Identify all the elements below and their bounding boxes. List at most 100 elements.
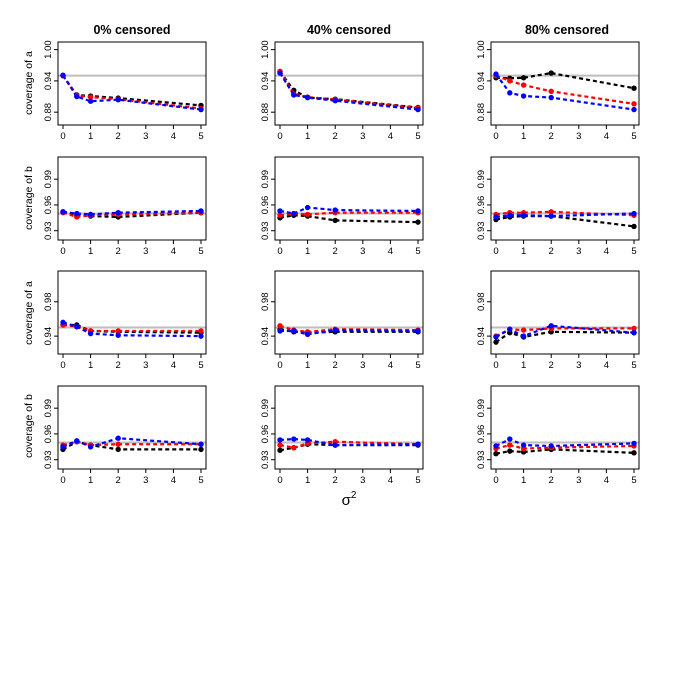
panel-r3c2-x-tick-label-5: 5: [631, 475, 636, 486]
panel-r1c2-y-tick-label-0: 0.93: [476, 221, 487, 240]
panel-r3c0-black-point-3: [115, 446, 121, 453]
panel-r2c2-frame: [490, 270, 640, 355]
panel-r1c0-blue-point-0: [60, 209, 66, 215]
panel-r0c1-frame: [274, 41, 424, 126]
panel-r0c1-blue-point-1: [291, 92, 297, 98]
panel-r3c2-blue-point-1: [507, 436, 513, 442]
panel-r1c0: 0 1 2 3 4 5 0.93 0.96 0.99: [43, 156, 207, 257]
panel-r3c0-y-tick-label-0: 0.93: [43, 450, 54, 469]
panel-r2c1-x-tick-label-2: 2: [333, 360, 338, 371]
panel-r0c1-y-tick-label-0: 0.88: [260, 103, 271, 122]
panel-r0c2-x-tick-label-3: 3: [576, 131, 581, 142]
panel-r0c1-blue-point-0: [277, 70, 283, 76]
panel-r0c0-y-tick-label-2: 1.00: [43, 40, 54, 59]
panels-group: 0 1 2 3 4 5 0.88 0.94 1.00 0 1 2 3 4 5 0.88 0.94 1.00 0 1 2 3…: [43, 40, 640, 486]
panel-r2c0-x-tick-label-2: 2: [116, 360, 121, 371]
panel-r2c2-x-tick-label-3: 3: [576, 360, 581, 371]
panel-r1c1-x-tick-label-5: 5: [415, 246, 420, 257]
panel-r1c1-red-series-line: [279, 211, 418, 217]
panel-r0c1-blue-point-4: [415, 106, 421, 113]
panel-r3c1-x-tick-label-0: 0: [277, 475, 282, 486]
panel-r1c0-x-tick-label-2: 2: [116, 246, 121, 257]
panel-r2c2-blue-point-2: [520, 333, 527, 339]
panel-r2c1-x-tick-label-0: 0: [277, 360, 282, 371]
panel-r2c2-black-point-0: [493, 339, 499, 345]
panel-r0c2-x-tick-label-5: 5: [631, 131, 636, 142]
panel-r0c0-x-tick-label-2: 2: [116, 131, 121, 142]
panel-r1c1-red-point-2: [304, 211, 311, 218]
panel-r0c2-frame: [490, 41, 640, 126]
panel-r2c1-blue-point-4: [415, 328, 421, 334]
panel-r3c1-red-point-1: [291, 444, 297, 451]
panel-r3c2-frame: [490, 385, 640, 470]
panel-r2c0-blue-point-4: [198, 333, 204, 339]
panel-r3c0-blue-point-4: [198, 441, 204, 447]
panel-r1c2-frame: [490, 156, 640, 241]
panel-r2c1-x-tick-label-5: 5: [415, 360, 420, 371]
panel-r1c2: 0 1 2 3 4 5 0.93 0.96 0.99: [476, 156, 640, 257]
panel-r2c0-x-tick-label-1: 1: [88, 360, 93, 371]
panel-r1c0-x-tick-label-5: 5: [198, 246, 203, 257]
panel-r1c0-blue-point-2: [87, 211, 94, 218]
panel-r2c0-blue-point-2: [87, 330, 94, 337]
panel-r2c2-x-tick-label-4: 4: [604, 360, 609, 371]
panel-r1c2-black-point-4: [631, 223, 637, 230]
panel-r1c2-blue-point-2: [520, 212, 527, 218]
panel-r3c2-x-tick-label-0: 0: [493, 475, 498, 486]
panel-r0c1-y-tick-label-1: 0.94: [260, 72, 271, 91]
panel-r3c2-y-tick-label-2: 0.99: [476, 399, 487, 418]
panel-r3c0-red-point-3: [115, 441, 121, 447]
panel-r0c2-x-tick-label-0: 0: [493, 131, 498, 142]
panel-r2c1-blue-point-3: [332, 327, 338, 333]
panel-r1c1-blue-point-0: [277, 208, 283, 214]
panel-r2c0: 0 1 2 3 4 5 0.94 0.98: [43, 270, 207, 371]
panel-r1c0-blue-point-1: [74, 210, 80, 217]
panel-r0c1-x-tick-label-1: 1: [305, 131, 310, 142]
panel-r1c1-x-tick-label-0: 0: [277, 246, 282, 257]
panel-r3c1-blue-point-3: [332, 442, 338, 448]
panel-r1c2-blue-point-3: [548, 213, 554, 219]
panel-r2c1-x-tick-label-4: 4: [388, 360, 393, 371]
panel-r3c2-x-tick-label-4: 4: [604, 475, 609, 486]
panel-r1c1-x-tick-label-3: 3: [360, 246, 365, 257]
panel-r1c1-y-tick-label-2: 0.99: [260, 170, 271, 189]
panel-r1c1-black-series-line: [279, 214, 419, 224]
panel-r3c0-x-tick-label-3: 3: [143, 475, 148, 486]
panel-r3c0-x-tick-label-0: 0: [60, 475, 65, 486]
panel-r3c2-x-tick-label-1: 1: [521, 475, 526, 486]
panel-r0c0-y-tick-label-0: 0.88: [43, 103, 54, 122]
panel-r1c1: 0 1 2 3 4 5 0.93 0.96 0.99: [260, 156, 424, 257]
panel-r1c0-frame: [57, 156, 207, 241]
panel-r3c1-blue-point-0: [277, 437, 283, 443]
panel-r0c0-blue-point-3: [115, 96, 121, 103]
panel-r2c2: 0 1 2 3 4 5 0.94 0.98: [476, 270, 640, 371]
panel-r2c1-blue-point-2: [304, 331, 311, 338]
panel-r1c0-x-tick-label-4: 4: [171, 246, 176, 257]
panel-r3c1-blue-point-2: [304, 437, 311, 443]
panel-r3c2-x-tick-label-2: 2: [549, 475, 554, 486]
panel-r3c2-blue-point-0: [493, 443, 499, 449]
panel-r2c1-x-tick-label-1: 1: [305, 360, 310, 371]
panel-r1c1-x-tick-label-4: 4: [388, 246, 393, 257]
panel-r3c1-x-tick-label-1: 1: [305, 475, 310, 486]
panel-r0c0-frame: [57, 41, 207, 126]
panel-r1c0-blue-series-line: [62, 209, 202, 216]
panel-r1c1-blue-point-4: [415, 208, 421, 214]
panel-r0c0-blue-point-1: [74, 93, 80, 100]
panel-r3c1-x-tick-label-4: 4: [388, 475, 393, 486]
panel-r0c2: 0 1 2 3 4 5 0.88 0.94 1.00: [476, 40, 640, 142]
panel-r1c0-x-tick-label-1: 1: [88, 246, 93, 257]
panel-r1c1-frame: [274, 156, 424, 241]
panel-r1c0-y-tick-label-0: 0.93: [43, 221, 54, 240]
panel-r1c0-x-tick-label-0: 0: [60, 246, 65, 257]
panel-r1c1-x-tick-label-2: 2: [333, 246, 338, 257]
panel-r0c2-blue-point-2: [520, 93, 527, 99]
panel-r0c0-x-tick-label-4: 4: [171, 131, 176, 142]
panel-r3c0-black-point-4: [198, 446, 204, 453]
panel-r2c0-red-point-4: [198, 328, 204, 334]
panel-r3c0-frame: [57, 385, 207, 470]
panel-r0c2-blue-point-3: [548, 94, 554, 101]
panel-r0c1-x-tick-label-5: 5: [415, 131, 420, 142]
column-title-2: 80% censored: [525, 23, 609, 37]
